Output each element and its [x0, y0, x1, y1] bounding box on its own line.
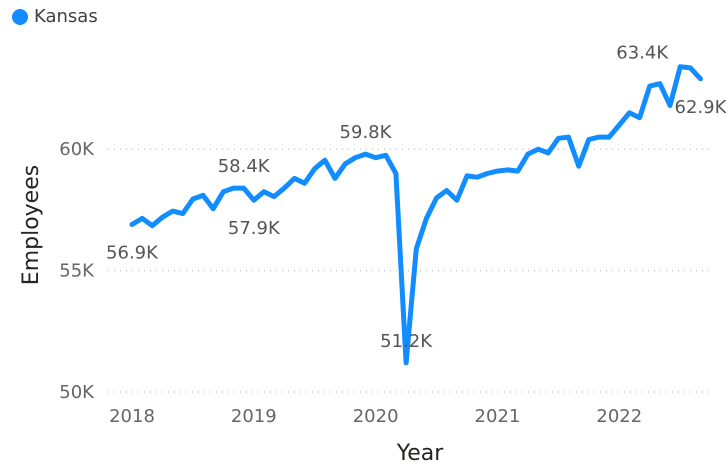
data-label: 62.9K	[675, 97, 726, 118]
y-axis: 50K 55K 60K	[59, 139, 95, 403]
data-label: 59.8K	[340, 122, 393, 143]
data-label: 56.9K	[106, 242, 159, 263]
gridlines	[108, 148, 714, 393]
x-tick-label: 2022	[596, 406, 642, 427]
y-axis-title: Employees	[19, 165, 44, 285]
x-tick-label: 2021	[475, 406, 521, 427]
series-layer	[129, 64, 703, 366]
data-label: 58.4K	[218, 156, 271, 177]
legend[interactable]: Kansas	[12, 6, 98, 27]
legend-label: Kansas	[34, 6, 98, 27]
y-tick-label: 50K	[59, 382, 95, 403]
y-tick-label: 55K	[59, 261, 95, 282]
data-label: 51.2K	[380, 331, 433, 352]
legend-marker-icon	[12, 8, 28, 25]
y-tick-label: 60K	[59, 139, 95, 160]
x-tick-label: 2018	[109, 406, 155, 427]
x-axis: 2018 2019 2020 2021 2022	[109, 406, 642, 427]
x-axis-title: Year	[396, 441, 445, 466]
data-labels: 56.9K 58.4K 57.9K 59.8K 51.2K 63.4K 62.9K	[106, 43, 726, 352]
x-tick-label: 2020	[353, 406, 399, 427]
data-label: 63.4K	[616, 43, 669, 64]
data-label: 57.9K	[228, 218, 281, 239]
x-tick-label: 2019	[231, 406, 277, 427]
series-line-kansas	[129, 64, 703, 366]
